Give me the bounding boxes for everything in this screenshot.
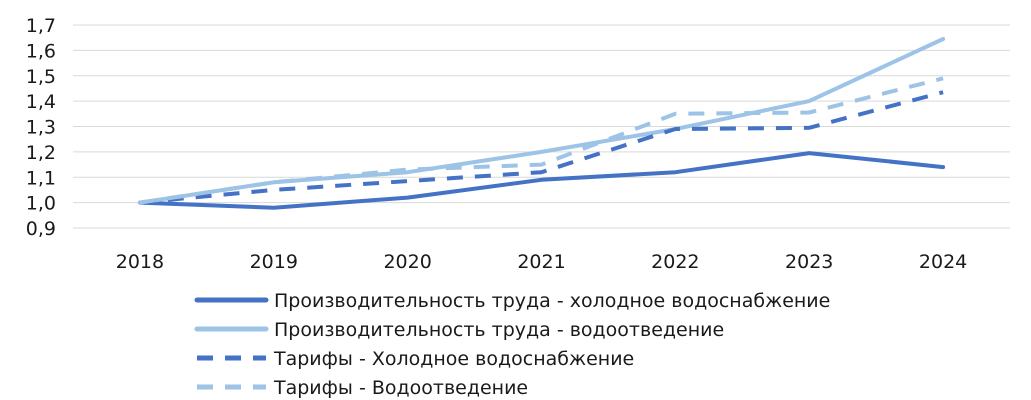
x-tick-label: 2018	[116, 251, 164, 273]
y-tick-label: 1,2	[26, 142, 56, 164]
y-tick-label: 1,3	[26, 117, 56, 139]
legend-label-4: Тарифы - Водоотведение	[273, 377, 528, 399]
series-lines	[137, 37, 946, 210]
y-tick-label: 1,6	[26, 40, 56, 62]
series-line-4	[139, 76, 944, 205]
y-tick-label: 1,5	[26, 66, 56, 88]
x-tick-label: 2024	[919, 251, 967, 273]
legend-label-1: Производительность труда - холодное водо…	[274, 290, 830, 312]
series-line-1	[137, 151, 946, 210]
x-axis-ticks: 2018 2019 2020 2021 2022 2023 2024	[116, 251, 968, 273]
x-tick-label: 2021	[517, 251, 565, 273]
y-tick-label: 0,9	[26, 218, 56, 240]
x-tick-label: 2019	[250, 251, 298, 273]
y-tick-label: 1,1	[26, 167, 56, 189]
legend: Производительность труда - холодное водо…	[194, 290, 830, 399]
series-line-3	[139, 90, 944, 205]
y-axis-ticks: 0,9 1,0 1,1 1,2 1,3 1,4 1,5 1,6 1,7	[26, 15, 56, 240]
x-tick-label: 2022	[651, 251, 699, 273]
y-tick-label: 1,4	[26, 91, 56, 113]
x-tick-label: 2023	[785, 251, 833, 273]
y-tick-label: 1,7	[26, 15, 56, 37]
x-tick-label: 2020	[383, 251, 431, 273]
legend-label-2: Производительность труда - водоотведение	[274, 319, 724, 341]
gridlines	[73, 24, 1010, 229]
series-line-2	[137, 37, 946, 205]
legend-label-3: Тарифы - Холодное водоснабжение	[273, 348, 634, 370]
y-tick-label: 1,0	[26, 193, 56, 215]
